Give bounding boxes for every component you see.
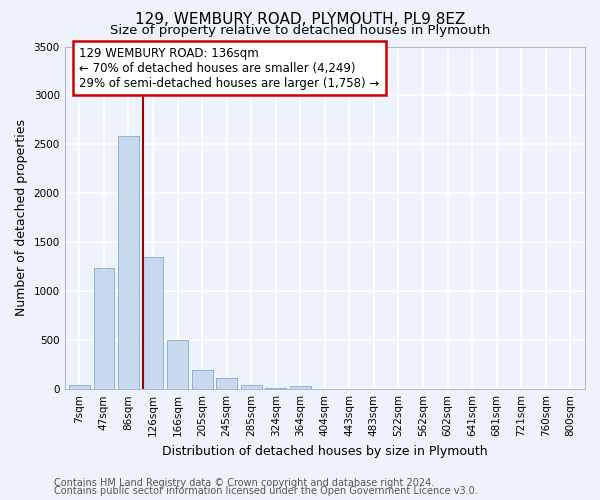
Bar [167,340,188,389]
Text: Contains public sector information licensed under the Open Government Licence v3: Contains public sector information licen… [54,486,478,496]
Bar [265,388,286,389]
Text: 129, WEMBURY ROAD, PLYMOUTH, PL9 8EZ: 129, WEMBURY ROAD, PLYMOUTH, PL9 8EZ [135,12,465,28]
Y-axis label: Number of detached properties: Number of detached properties [15,120,28,316]
Bar [69,386,90,389]
Bar [241,386,262,389]
Bar [191,370,212,389]
Bar [290,386,311,389]
Text: Contains HM Land Registry data © Crown copyright and database right 2024.: Contains HM Land Registry data © Crown c… [54,478,434,488]
Text: 129 WEMBURY ROAD: 136sqm
← 70% of detached houses are smaller (4,249)
29% of sem: 129 WEMBURY ROAD: 136sqm ← 70% of detach… [79,46,380,90]
Bar [143,257,163,389]
X-axis label: Distribution of detached houses by size in Plymouth: Distribution of detached houses by size … [162,444,488,458]
Text: Size of property relative to detached houses in Plymouth: Size of property relative to detached ho… [110,24,490,37]
Bar [118,136,139,389]
Bar [216,378,237,389]
Bar [94,268,115,389]
